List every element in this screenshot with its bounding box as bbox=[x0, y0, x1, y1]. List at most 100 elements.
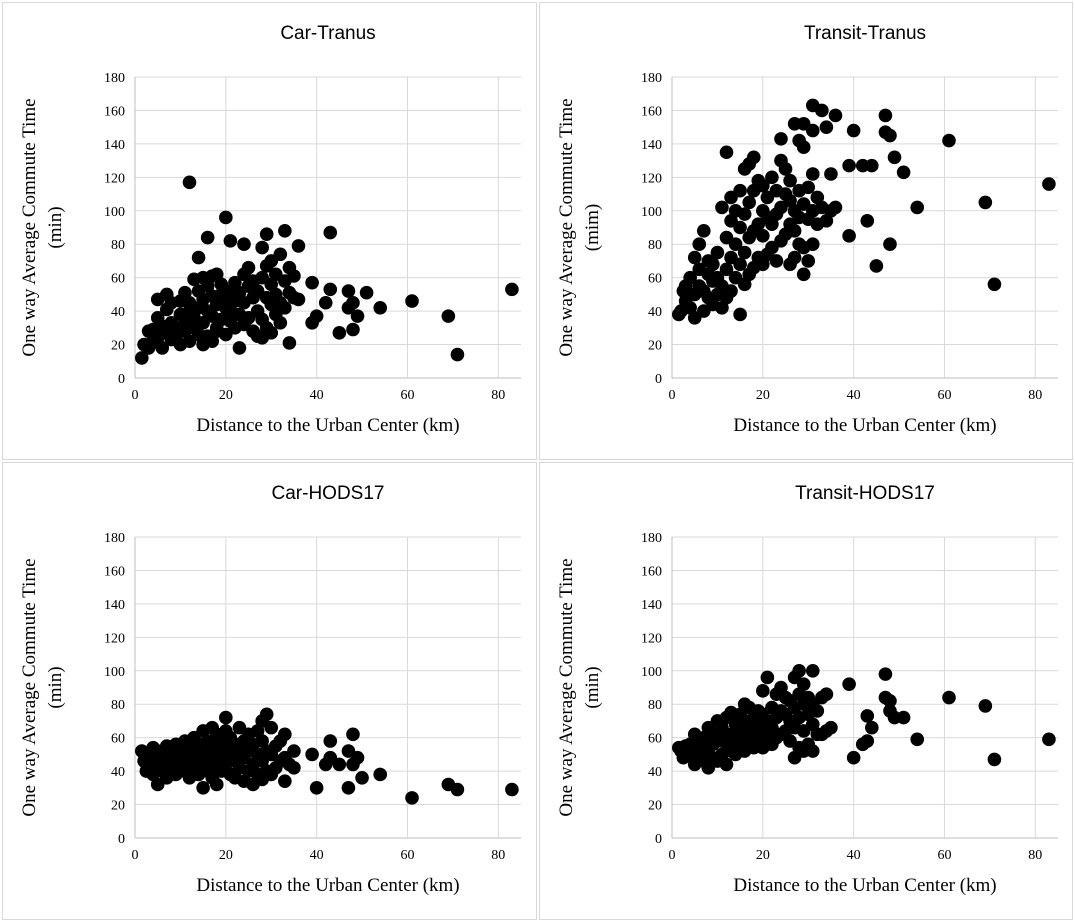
data-point bbox=[405, 294, 419, 308]
data-point bbox=[824, 167, 838, 181]
data-point bbox=[191, 250, 206, 265]
data-point bbox=[796, 267, 811, 282]
y-tick-label: 0 bbox=[655, 832, 662, 847]
y-axis-title-line: One way Average Commute Time bbox=[19, 558, 40, 816]
y-tick-label: 120 bbox=[104, 171, 125, 186]
data-point bbox=[692, 237, 707, 252]
data-point bbox=[883, 128, 897, 143]
data-point bbox=[801, 180, 816, 195]
data-point bbox=[710, 245, 725, 260]
data-point bbox=[733, 183, 747, 198]
data-point bbox=[273, 247, 288, 262]
x-tick-label: 40 bbox=[310, 848, 324, 863]
data-point bbox=[869, 259, 884, 273]
data-point bbox=[978, 699, 993, 713]
y-tick-label: 120 bbox=[641, 631, 662, 646]
y-tick-label: 100 bbox=[104, 205, 125, 220]
data-point bbox=[350, 309, 365, 323]
data-point bbox=[860, 734, 875, 748]
data-point bbox=[287, 744, 301, 758]
data-point bbox=[706, 257, 720, 272]
data-point bbox=[828, 108, 843, 123]
data-point bbox=[223, 234, 238, 248]
y-tick-label: 40 bbox=[648, 765, 662, 780]
data-point bbox=[796, 677, 811, 691]
data-point bbox=[323, 282, 338, 297]
y-tick-label: 160 bbox=[641, 564, 662, 579]
data-point bbox=[719, 145, 734, 160]
data-point bbox=[783, 173, 797, 188]
data-point bbox=[305, 275, 319, 290]
y-tick-label: 180 bbox=[641, 71, 662, 86]
data-point bbox=[373, 767, 388, 782]
data-point bbox=[405, 791, 419, 805]
data-point bbox=[241, 260, 256, 275]
data-point bbox=[450, 782, 465, 797]
data-point bbox=[287, 269, 301, 283]
data-point bbox=[987, 277, 1002, 292]
data-point bbox=[264, 326, 279, 340]
data-point bbox=[1042, 732, 1056, 747]
x-tick-label: 40 bbox=[847, 388, 861, 403]
data-point bbox=[505, 282, 519, 297]
data-point bbox=[341, 284, 356, 298]
data-point bbox=[842, 677, 856, 691]
y-tick-label: 20 bbox=[648, 799, 662, 814]
x-tick-label: 80 bbox=[491, 848, 505, 863]
data-point bbox=[801, 254, 816, 268]
x-axis-title: Distance to the Urban Center (km) bbox=[196, 875, 459, 896]
data-point bbox=[278, 300, 292, 315]
x-tick-label: 60 bbox=[400, 388, 414, 403]
data-point bbox=[778, 162, 793, 176]
y-axis-title-line: One way Average Commute Time bbox=[556, 558, 577, 816]
y-tick-label: 140 bbox=[104, 598, 125, 613]
data-point bbox=[323, 225, 338, 240]
y-tick-label: 160 bbox=[104, 104, 125, 119]
y-tick-label: 100 bbox=[641, 665, 662, 680]
data-point bbox=[978, 195, 993, 210]
y-axis-title-unit: (min) bbox=[45, 206, 66, 248]
data-point bbox=[910, 200, 925, 215]
data-point bbox=[896, 165, 911, 180]
data-point bbox=[259, 227, 274, 241]
y-axis-title: One way Average Commute Time (mim) bbox=[556, 98, 603, 356]
y-tick-label: 140 bbox=[641, 598, 662, 613]
data-point bbox=[733, 257, 747, 272]
data-point bbox=[737, 245, 752, 260]
data-point bbox=[332, 326, 347, 340]
y-tick-label: 140 bbox=[641, 138, 662, 153]
chart-title: Car-Tranus bbox=[280, 23, 375, 44]
data-point bbox=[505, 782, 519, 797]
data-point bbox=[742, 195, 756, 210]
data-point bbox=[346, 322, 360, 337]
data-point bbox=[232, 341, 247, 355]
y-tick-label: 40 bbox=[111, 305, 125, 320]
data-point bbox=[273, 316, 288, 330]
x-tick-label: 60 bbox=[937, 848, 951, 863]
x-tick-label: 20 bbox=[219, 848, 233, 863]
data-point bbox=[842, 158, 856, 173]
data-point bbox=[774, 132, 788, 146]
data-point bbox=[887, 150, 902, 165]
y-tick-label: 120 bbox=[104, 631, 125, 646]
y-axis-title-line: One way Average Commute Time bbox=[19, 98, 40, 356]
chart-panel-transit-tranus: Transit-Tranus 0 20 40 60 80 100 120 140 160 180 0 2… bbox=[539, 2, 1073, 460]
y-axis-title: One way Average Commute Time (min) bbox=[19, 98, 66, 356]
data-point bbox=[291, 292, 306, 307]
data-point bbox=[942, 690, 956, 705]
x-tick-label: 60 bbox=[400, 848, 414, 863]
data-point bbox=[860, 214, 875, 228]
data-point bbox=[696, 224, 711, 238]
x-axis-title: Distance to the Urban Center (km) bbox=[196, 415, 459, 436]
data-point bbox=[309, 781, 324, 795]
x-axis-title: Distance to the Urban Center (km) bbox=[733, 875, 996, 896]
x-tick-label: 0 bbox=[669, 848, 676, 863]
y-tick-label: 0 bbox=[118, 832, 125, 847]
y-tick-label: 60 bbox=[111, 732, 125, 747]
y-tick-label: 180 bbox=[104, 531, 125, 546]
data-point bbox=[805, 663, 820, 678]
data-point bbox=[805, 167, 820, 181]
y-tick-label: 180 bbox=[104, 71, 125, 86]
data-point bbox=[219, 710, 233, 725]
data-point bbox=[209, 777, 224, 792]
